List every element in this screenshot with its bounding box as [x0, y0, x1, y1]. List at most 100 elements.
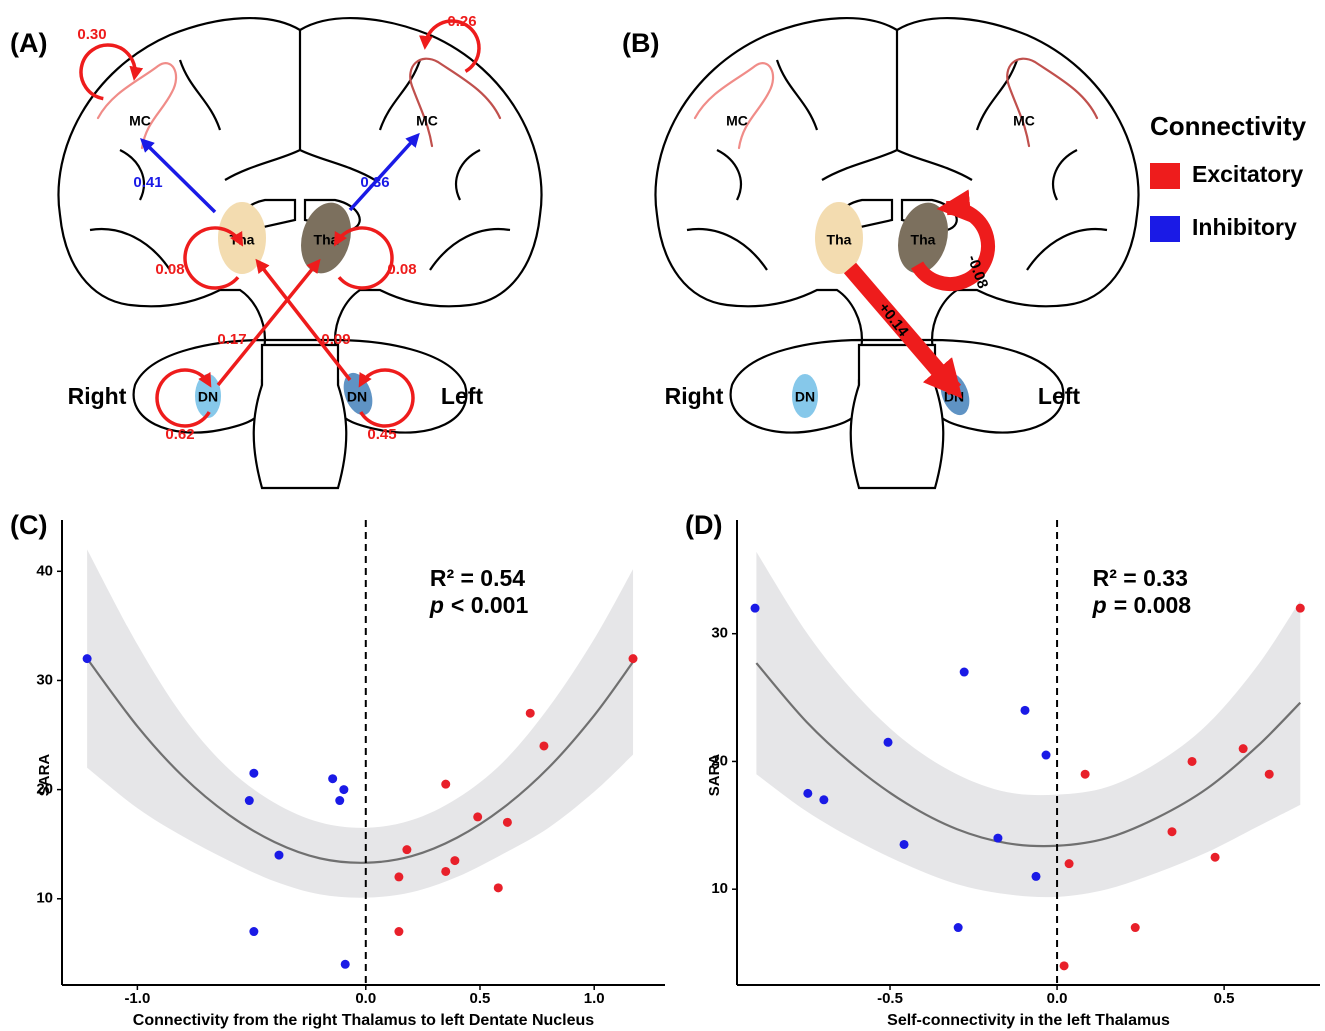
- data-point: [450, 856, 459, 865]
- side-label: Left: [441, 383, 484, 409]
- panel-label: (B): [622, 28, 659, 58]
- connection-label: 0.08: [387, 261, 416, 278]
- data-point: [274, 851, 283, 860]
- stat-p-symbol: p: [1092, 592, 1107, 618]
- data-point: [341, 960, 350, 969]
- data-point: [328, 774, 337, 783]
- data-point: [993, 834, 1002, 843]
- data-point: [1211, 853, 1220, 862]
- data-point: [245, 796, 254, 805]
- connection-label: 0.62: [165, 426, 194, 443]
- brain-diagram: [58, 18, 541, 488]
- data-point: [83, 654, 92, 663]
- x-axis-title: Connectivity from the right Thalamus to …: [133, 1012, 594, 1029]
- data-point: [1265, 770, 1274, 779]
- region-label: DN: [347, 389, 367, 405]
- data-point: [954, 923, 963, 932]
- panel-label: (C): [10, 510, 47, 540]
- data-point: [394, 872, 403, 881]
- connection-label: 0.36: [360, 174, 389, 191]
- y-axis-title: SARA: [36, 754, 53, 797]
- data-point: [503, 818, 512, 827]
- side-label: Right: [68, 383, 127, 409]
- data-point: [249, 769, 258, 778]
- connection-label: 0.45: [367, 426, 396, 443]
- stat-r2: R² = 0.54: [430, 565, 525, 591]
- x-tick-label: -0.5: [877, 990, 903, 1007]
- stat-p-text: = 0.008: [1114, 592, 1192, 618]
- region-label: Tha: [314, 232, 339, 248]
- stat-p-symbol: p: [429, 592, 444, 618]
- region-label: Tha: [827, 232, 852, 248]
- data-point: [526, 709, 535, 718]
- x-axis-title: Self-connectivity in the left Thalamus: [887, 1012, 1170, 1029]
- data-point: [539, 741, 548, 750]
- figure: (A) (B) Connectivity MC MC Tha Tha DN DN Right…: [0, 0, 1325, 1031]
- data-point: [1042, 751, 1051, 760]
- legend-title: Connectivity: [1150, 111, 1307, 141]
- stat-r2: R² = 0.33: [1093, 565, 1188, 591]
- data-point: [803, 789, 812, 798]
- data-point: [884, 738, 893, 747]
- data-point: [1032, 872, 1041, 881]
- connection-label: 0.41: [133, 174, 162, 191]
- y-tick-label: 10: [36, 890, 53, 907]
- y-tick-label: 10: [711, 880, 728, 897]
- brain-diagram: [655, 18, 1138, 488]
- data-point: [1065, 859, 1074, 868]
- data-point: [249, 927, 258, 936]
- data-point: [819, 795, 828, 804]
- data-point: [441, 867, 450, 876]
- data-point: [1167, 827, 1176, 836]
- data-point: [751, 604, 760, 613]
- panel-label: (D): [685, 510, 722, 540]
- x-tick-label: 0.5: [470, 990, 491, 1007]
- side-label: Left: [1038, 383, 1081, 409]
- data-point: [1239, 744, 1248, 753]
- legend-swatch: [1150, 216, 1180, 242]
- region-label: MC: [129, 113, 151, 129]
- data-point: [441, 780, 450, 789]
- region-label: Tha: [911, 232, 936, 248]
- data-point: [394, 927, 403, 936]
- region-label: MC: [1013, 113, 1035, 129]
- connection-label: 0.08: [155, 261, 184, 278]
- connection-label: 0.17: [217, 331, 246, 348]
- y-tick-label: 40: [36, 562, 53, 579]
- data-point: [1020, 706, 1029, 715]
- data-point: [1081, 770, 1090, 779]
- data-point: [900, 840, 909, 849]
- connection-label: 0.30: [77, 26, 106, 43]
- data-point: [629, 654, 638, 663]
- data-point: [402, 845, 411, 854]
- region-label: DN: [795, 389, 815, 405]
- panel-label: (A): [10, 28, 47, 58]
- data-point: [960, 668, 969, 677]
- data-point: [494, 883, 503, 892]
- x-tick-label: 0.5: [1214, 990, 1235, 1007]
- stat-p-text: < 0.001: [451, 592, 529, 618]
- region-label: MC: [726, 113, 748, 129]
- y-axis-title: SARA: [706, 754, 723, 797]
- confidence-band: [87, 549, 633, 897]
- data-point: [1296, 604, 1305, 613]
- legend-label: Excitatory: [1192, 161, 1303, 187]
- x-tick-label: 1.0: [584, 990, 605, 1007]
- data-point: [339, 785, 348, 794]
- region-label: DN: [198, 389, 218, 405]
- x-tick-label: 0.0: [355, 990, 376, 1007]
- data-point: [1188, 757, 1197, 766]
- x-tick-label: 0.0: [1047, 990, 1068, 1007]
- x-tick-label: -1.0: [124, 990, 150, 1007]
- stat-p: p < 0.001: [429, 592, 529, 618]
- data-point: [473, 812, 482, 821]
- legend-label: Inhibitory: [1192, 214, 1297, 240]
- connection-label: 0.26: [447, 13, 476, 30]
- y-tick-label: 30: [711, 625, 728, 642]
- data-point: [1131, 923, 1140, 932]
- legend-swatch: [1150, 163, 1180, 189]
- region-label: MC: [416, 113, 438, 129]
- stat-p: p = 0.008: [1092, 592, 1192, 618]
- y-tick-label: 30: [36, 671, 53, 688]
- connection-label: 0.09: [321, 331, 350, 348]
